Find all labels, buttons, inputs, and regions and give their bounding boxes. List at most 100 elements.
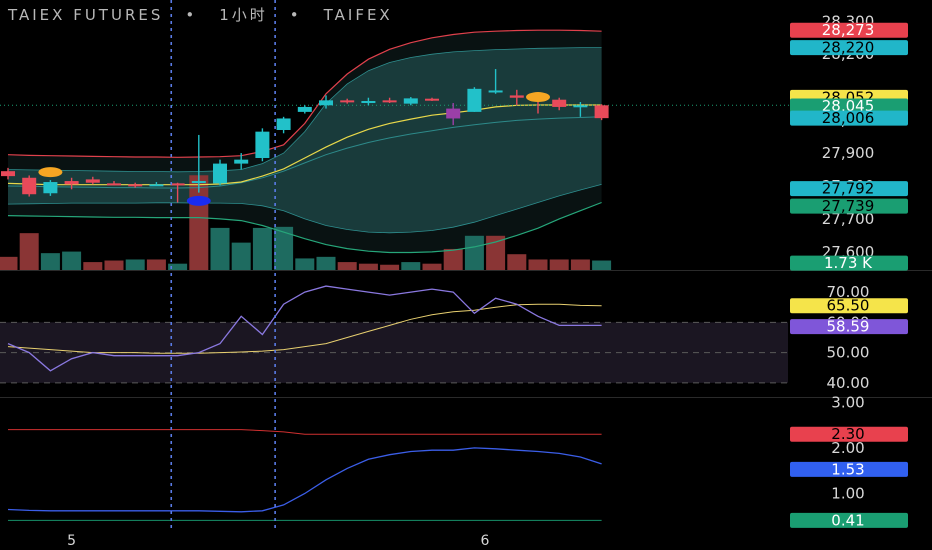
volume-bar [104, 260, 124, 270]
indicator-label: 2.30 [831, 425, 864, 443]
signal-marker [38, 167, 63, 178]
volume-bar [443, 248, 463, 270]
indicator-label: 1.53 [831, 460, 864, 478]
indicator-axis-tick: 1.00 [831, 485, 864, 503]
title-separator: • [185, 6, 198, 24]
volume-bar [83, 262, 103, 270]
candle-body [64, 181, 79, 185]
candle-body [191, 181, 206, 184]
price-label: 27,792 [822, 180, 875, 198]
candle-body [446, 108, 461, 119]
indicator-red-line [8, 429, 602, 435]
price-label: 28,045 [822, 97, 875, 115]
price-label-bg [790, 40, 908, 56]
candle-body [509, 95, 524, 98]
candle-body [552, 99, 567, 107]
rsi-ma-line [7, 303, 602, 354]
signal-marker [186, 195, 211, 206]
volume-bar [528, 259, 548, 270]
candle-body [297, 106, 312, 112]
candle-body [361, 101, 376, 104]
volume-bar [316, 256, 336, 270]
volume-bar [231, 242, 251, 270]
price-label-bg [790, 22, 908, 38]
volume-bar [168, 263, 188, 270]
title-separator: • [289, 6, 302, 24]
candle-body [488, 90, 503, 93]
price-label: 28,006 [822, 109, 875, 127]
volume-bar [422, 263, 442, 270]
indicator-blue-line [7, 447, 602, 513]
price-label: 28,220 [822, 39, 875, 57]
volume-bar [507, 254, 527, 270]
candle-body [276, 118, 291, 130]
price-axis-tick: 27,700 [822, 210, 875, 228]
price-label-bg [790, 255, 908, 271]
bb-lower-inner-line [7, 184, 602, 234]
volume-bar [252, 227, 272, 270]
time-axis-label: 5 [67, 533, 76, 549]
bb-inner-fill [8, 47, 602, 233]
price-axis-tick: 27,900 [822, 144, 875, 162]
rsi-line [7, 285, 602, 372]
volume-bar [464, 235, 484, 270]
candle-body [43, 182, 58, 194]
rsi-axis-tick: 40.00 [827, 374, 870, 392]
candle-body [170, 183, 185, 186]
volume-bar [125, 259, 145, 270]
volume-bar [295, 258, 315, 270]
candle-body [255, 131, 270, 158]
volume-bar [0, 256, 18, 270]
bb-basis-line [7, 116, 602, 189]
candle-body [234, 159, 249, 164]
rsi-label-bg [790, 298, 908, 314]
bb-upper-line [7, 29, 602, 158]
volume-bar [210, 227, 230, 270]
candle-body [319, 100, 333, 106]
exchange-label: TAIFEX [323, 6, 393, 24]
time-axis-label: 6 [481, 533, 490, 549]
candle-body [403, 98, 418, 104]
symbol-name: TAIEX FUTURES [8, 6, 164, 24]
candle-body [22, 177, 37, 195]
candle-body [85, 179, 100, 183]
rsi-label-bg [790, 319, 908, 335]
volume-bar [592, 260, 612, 270]
volume-bar [486, 235, 506, 270]
indicator-label-bg [790, 426, 908, 442]
price-label-bg [790, 198, 908, 214]
ema-line [7, 104, 602, 186]
volume-bar [337, 262, 357, 270]
candle-body [573, 105, 588, 108]
indicator-axis-tick: 2.00 [831, 439, 864, 457]
price-label-bg [790, 181, 908, 197]
signal-marker [526, 92, 550, 103]
volume-bar [358, 263, 378, 270]
indicator-label: 0.41 [831, 511, 864, 529]
price-label-bg [790, 98, 908, 114]
candle-body [467, 88, 482, 112]
rsi-axis-tick: 50.00 [827, 344, 870, 362]
volume-bar [19, 233, 39, 270]
candle-body [1, 171, 15, 177]
rsi-label: 58.59 [827, 318, 870, 336]
volume-bar [40, 253, 60, 270]
price-label-bg [790, 110, 908, 126]
price-label: 1.73 K [824, 254, 873, 272]
volume-bar [570, 259, 590, 270]
chart-title: TAIEX FUTURES • 1小时 • TAIFEX [8, 4, 393, 25]
candle-body [340, 100, 355, 103]
price-label: 28,273 [822, 21, 875, 39]
indicator-label-bg [790, 512, 908, 528]
candle-body [128, 184, 143, 187]
volume-bar [549, 259, 569, 270]
candle-body [149, 184, 164, 187]
bb-lower-line [7, 201, 602, 254]
indicator-label-bg [790, 461, 908, 477]
volume-bar [274, 226, 294, 270]
candle-body [213, 163, 227, 184]
interval-label: 1小时 [219, 6, 268, 24]
volume-bar [380, 264, 400, 270]
volume-bar [62, 251, 82, 270]
